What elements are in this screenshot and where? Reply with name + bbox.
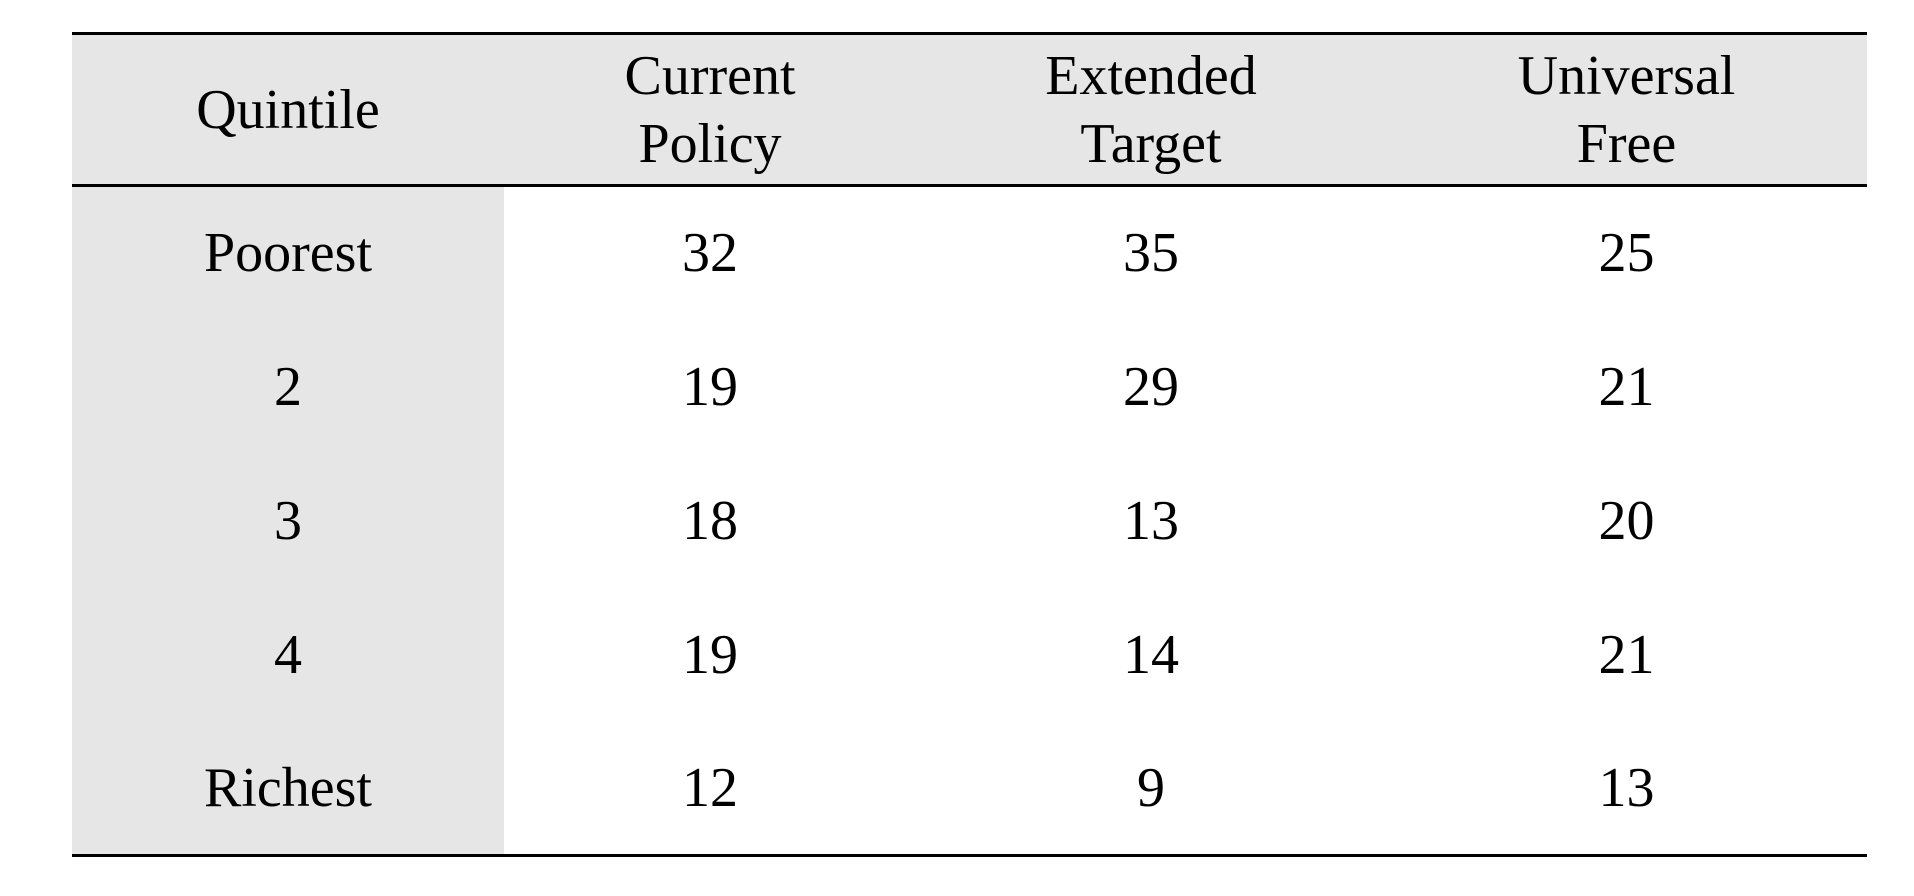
table-header-row: Quintile Current Policy Extended Target … [72, 32, 1867, 187]
column-header-quintile: Quintile [72, 32, 504, 187]
column-header-label: Quintile [196, 78, 380, 141]
column-header-label: Policy [638, 112, 782, 175]
column-header-label: Target [1080, 112, 1222, 175]
table-cell: 12 [504, 721, 916, 857]
table-row: Poorest 32 35 25 [72, 185, 1867, 320]
row-label-cell: 4 [72, 587, 504, 722]
table-cell: 13 [1123, 489, 1179, 552]
table-cell: 21 [1598, 355, 1655, 418]
row-label-cell: 2 [72, 319, 504, 454]
table-cell: 20 [1598, 489, 1655, 552]
table-cell: 21 [1598, 623, 1655, 686]
table-cell: 35 [1123, 222, 1179, 285]
table-row: Richest 12 9 13 [72, 721, 1867, 857]
column-header-current-policy: Current Policy [504, 32, 916, 187]
column-header-label: Free [1576, 112, 1677, 175]
row-label-cell: Poorest [72, 185, 504, 320]
table-cell: 9 [916, 721, 1386, 857]
column-header-label: Extended [1045, 44, 1257, 107]
table-row: 3 18 13 20 [72, 453, 1867, 588]
table-cell: 13 [1386, 721, 1867, 857]
row-label-cell: 3 [72, 453, 504, 588]
table-cell: 14 [1123, 623, 1179, 686]
column-header-label: Current [624, 44, 796, 107]
table-cell: 19 [682, 355, 738, 418]
column-header-universal-free: Universal Free [1386, 32, 1867, 187]
table-cell: 19 [682, 623, 738, 686]
table-cell: 25 [1598, 222, 1655, 285]
table-cell: 29 [1123, 355, 1179, 418]
table-row: 2 19 29 21 [72, 319, 1867, 454]
row-label-cell: Richest [72, 721, 504, 857]
column-header-extended-target: Extended Target [916, 32, 1386, 187]
table-cell: 18 [682, 489, 738, 552]
table-cell: 32 [682, 222, 738, 285]
table-row: 4 19 14 21 [72, 587, 1867, 722]
quintile-table-container: Quintile Current Policy Extended Target … [72, 32, 1867, 857]
quintile-table: Quintile Current Policy Extended Target … [72, 32, 1867, 857]
column-header-label: Universal [1517, 44, 1736, 107]
